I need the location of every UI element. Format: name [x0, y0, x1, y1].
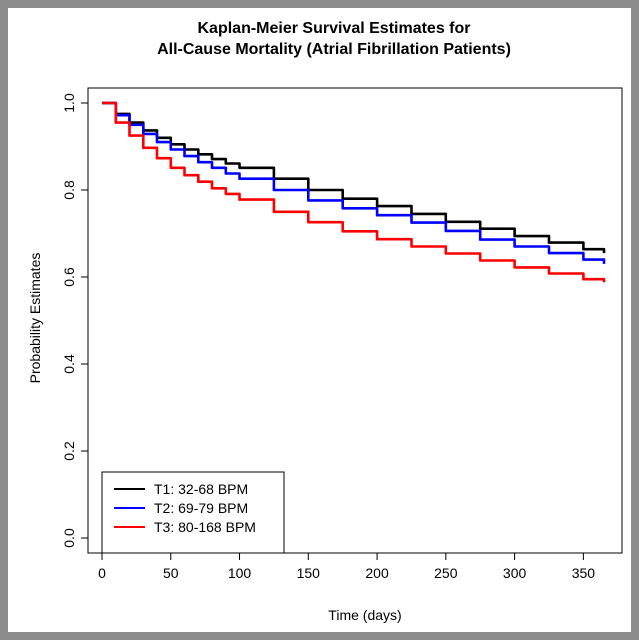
chart-title-line2: All-Cause Mortality (Atrial Fibrillation… [157, 41, 511, 58]
series-line-2 [102, 101, 606, 264]
y-tick-label: 0.4 [61, 354, 77, 374]
legend-label: T1: 32-68 BPM [154, 481, 248, 497]
y-tick-label: 0.2 [61, 441, 77, 461]
x-tick-label: 100 [228, 565, 252, 581]
x-tick-label: 0 [98, 565, 106, 581]
legend-label: T2: 69-79 BPM [154, 500, 248, 516]
chart-frame: Kaplan-Meier Survival Estimates for All-… [8, 8, 631, 632]
series-line-1 [102, 101, 606, 254]
x-axis-label: Time (days) [328, 607, 401, 623]
legend: T1: 32-68 BPM T2: 69-79 BPM T3: 80-168 BPM [101, 471, 285, 554]
y-tick-label: 0.8 [61, 180, 77, 200]
y-tick-label: 1.0 [61, 93, 77, 113]
x-tick-label: 50 [163, 565, 179, 581]
x-tick-label: 150 [297, 565, 321, 581]
x-tick-label: 300 [503, 565, 527, 581]
y-tick-label: 0.0 [61, 528, 77, 548]
y-axis-label: Probability Estimates [27, 253, 43, 384]
y-axis: 0.0 0.2 0.4 0.6 0.8 1.0 [61, 93, 89, 548]
x-tick-label: 200 [365, 565, 389, 581]
legend-label: T3: 80-168 BPM [154, 519, 256, 535]
series-line-3 [102, 101, 606, 283]
km-survival-chart: Kaplan-Meier Survival Estimates for All-… [27, 20, 623, 623]
y-tick-label: 0.6 [61, 267, 77, 287]
x-tick-label: 350 [572, 565, 596, 581]
x-tick-label: 250 [434, 565, 458, 581]
chart-title-line1: Kaplan-Meier Survival Estimates for [198, 20, 471, 37]
series-layer [102, 101, 606, 283]
legend-box [101, 471, 285, 554]
x-axis: 0 50 100 150 200 250 300 350 [98, 552, 596, 581]
